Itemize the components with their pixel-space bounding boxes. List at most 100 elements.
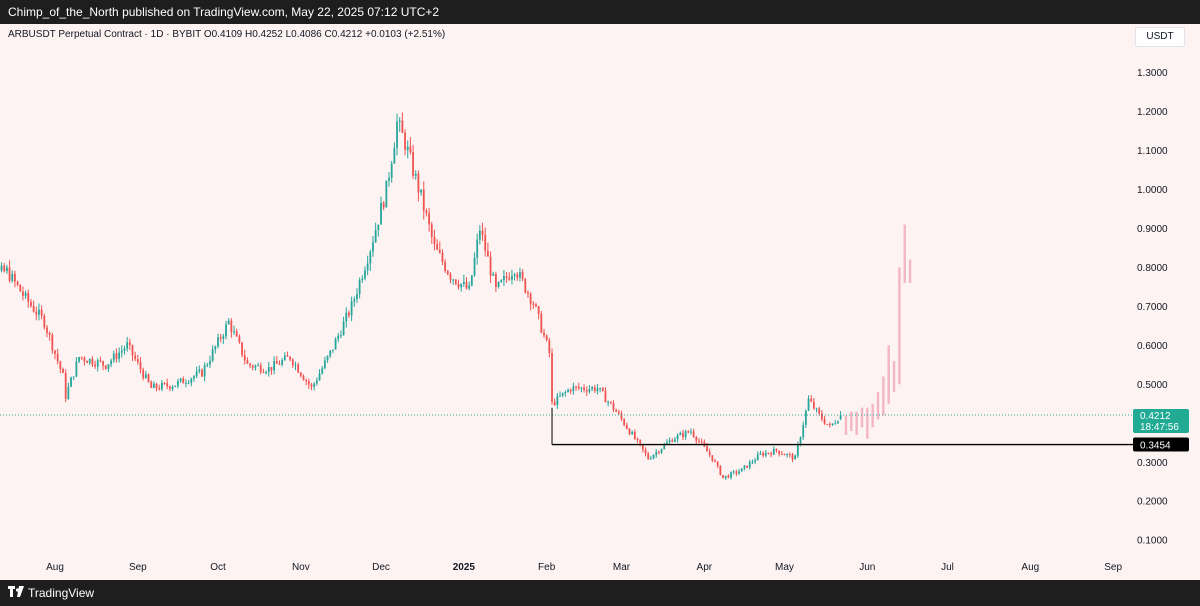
candle-body[interactable] xyxy=(556,395,559,405)
candle-body[interactable] xyxy=(743,465,746,469)
candle-body[interactable] xyxy=(569,389,572,392)
candle-body[interactable] xyxy=(612,402,615,410)
candle-body[interactable] xyxy=(112,353,115,361)
candle-body[interactable] xyxy=(519,271,521,278)
candle-body[interactable] xyxy=(497,281,500,288)
candle-body[interactable] xyxy=(96,360,99,367)
candle-body[interactable] xyxy=(537,306,540,314)
candle-body[interactable] xyxy=(671,440,674,442)
candle-body[interactable] xyxy=(396,121,398,148)
candle-body[interactable] xyxy=(225,324,227,337)
candle-body[interactable] xyxy=(64,372,67,399)
candle-body[interactable] xyxy=(59,361,62,370)
candle-body[interactable] xyxy=(209,360,211,365)
candle-body[interactable] xyxy=(837,421,839,424)
candle-body[interactable] xyxy=(123,348,126,351)
candle-body[interactable] xyxy=(289,356,292,360)
candle-body[interactable] xyxy=(802,424,805,438)
candle-body[interactable] xyxy=(735,471,738,474)
candle-body[interactable] xyxy=(821,413,823,420)
candle-body[interactable] xyxy=(0,265,3,271)
candle-body[interactable] xyxy=(772,448,775,455)
candle-body[interactable] xyxy=(516,274,519,278)
candle-body[interactable] xyxy=(748,461,751,468)
candle-body[interactable] xyxy=(470,275,473,286)
candle-body[interactable] xyxy=(508,277,511,280)
currency-unit-button[interactable]: USDT xyxy=(1135,27,1185,47)
candle-body[interactable] xyxy=(543,332,545,336)
candle-body[interactable] xyxy=(8,267,11,281)
candle-body[interactable] xyxy=(275,361,278,364)
candle-body[interactable] xyxy=(321,368,324,374)
candle-body[interactable] xyxy=(767,452,770,454)
candle-body[interactable] xyxy=(190,378,193,383)
candle-body[interactable] xyxy=(476,239,479,258)
candle-body[interactable] xyxy=(527,292,529,294)
candle-body[interactable] xyxy=(495,273,497,288)
candle-body[interactable] xyxy=(425,210,428,214)
candle-body[interactable] xyxy=(398,120,401,122)
candle-body[interactable] xyxy=(94,364,96,367)
candle-body[interactable] xyxy=(551,353,553,402)
candle-body[interactable] xyxy=(72,376,75,378)
candle-body[interactable] xyxy=(513,274,516,276)
candle-body[interactable] xyxy=(428,213,430,225)
candle-body[interactable] xyxy=(374,230,377,243)
candle-body[interactable] xyxy=(829,424,831,426)
candle-body[interactable] xyxy=(564,391,567,393)
candle-body[interactable] xyxy=(617,411,620,414)
candle-body[interactable] xyxy=(340,335,342,337)
candle-body[interactable] xyxy=(251,365,254,368)
candle-body[interactable] xyxy=(80,357,83,359)
candle-body[interactable] xyxy=(302,375,305,381)
candle-body[interactable] xyxy=(158,388,161,390)
candle-body[interactable] xyxy=(580,387,583,389)
candle-body[interactable] xyxy=(436,244,439,250)
candle-body[interactable] xyxy=(14,273,16,282)
candle-body[interactable] xyxy=(144,374,147,379)
candle-body[interactable] xyxy=(430,224,433,237)
candle-body[interactable] xyxy=(313,383,316,387)
candle-body[interactable] xyxy=(839,415,842,420)
candle-body[interactable] xyxy=(511,275,513,280)
candle-body[interactable] xyxy=(732,471,735,473)
candle-body[interactable] xyxy=(636,439,639,441)
candle-body[interactable] xyxy=(826,423,829,425)
candle-body[interactable] xyxy=(591,387,593,390)
candle-body[interactable] xyxy=(152,383,155,388)
candle-body[interactable] xyxy=(388,177,390,181)
candle-body[interactable] xyxy=(171,386,174,389)
candle-body[interactable] xyxy=(107,364,110,369)
candle-body[interactable] xyxy=(38,309,40,315)
candle-body[interactable] xyxy=(78,357,80,362)
candle-body[interactable] xyxy=(778,450,781,454)
candle-body[interactable] xyxy=(259,365,262,373)
candle-body[interactable] xyxy=(628,428,631,435)
candle-body[interactable] xyxy=(660,449,663,453)
candle-body[interactable] xyxy=(48,332,51,335)
candle-body[interactable] xyxy=(254,365,257,368)
candle-body[interactable] xyxy=(358,280,361,294)
candle-body[interactable] xyxy=(559,395,561,397)
candle-body[interactable] xyxy=(484,234,487,251)
candle-body[interactable] xyxy=(567,389,569,392)
candle-body[interactable] xyxy=(532,303,535,305)
candle-body[interactable] xyxy=(115,353,118,359)
candle-body[interactable] xyxy=(350,301,353,316)
candle-body[interactable] xyxy=(126,342,129,349)
candle-body[interactable] xyxy=(633,431,636,440)
candle-body[interactable] xyxy=(174,385,177,387)
candle-body[interactable] xyxy=(380,202,382,225)
candle-body[interactable] xyxy=(160,382,163,390)
candle-body[interactable] xyxy=(596,388,599,392)
candle-body[interactable] xyxy=(588,389,591,392)
candle-body[interactable] xyxy=(332,349,334,351)
candle-body[interactable] xyxy=(786,454,789,456)
candle-body[interactable] xyxy=(241,342,243,356)
candle-body[interactable] xyxy=(652,454,655,459)
candle-body[interactable] xyxy=(631,431,634,435)
candle-body[interactable] xyxy=(230,320,233,333)
candle-body[interactable] xyxy=(299,372,302,376)
candle-body[interactable] xyxy=(706,446,708,452)
candle-body[interactable] xyxy=(575,386,577,388)
